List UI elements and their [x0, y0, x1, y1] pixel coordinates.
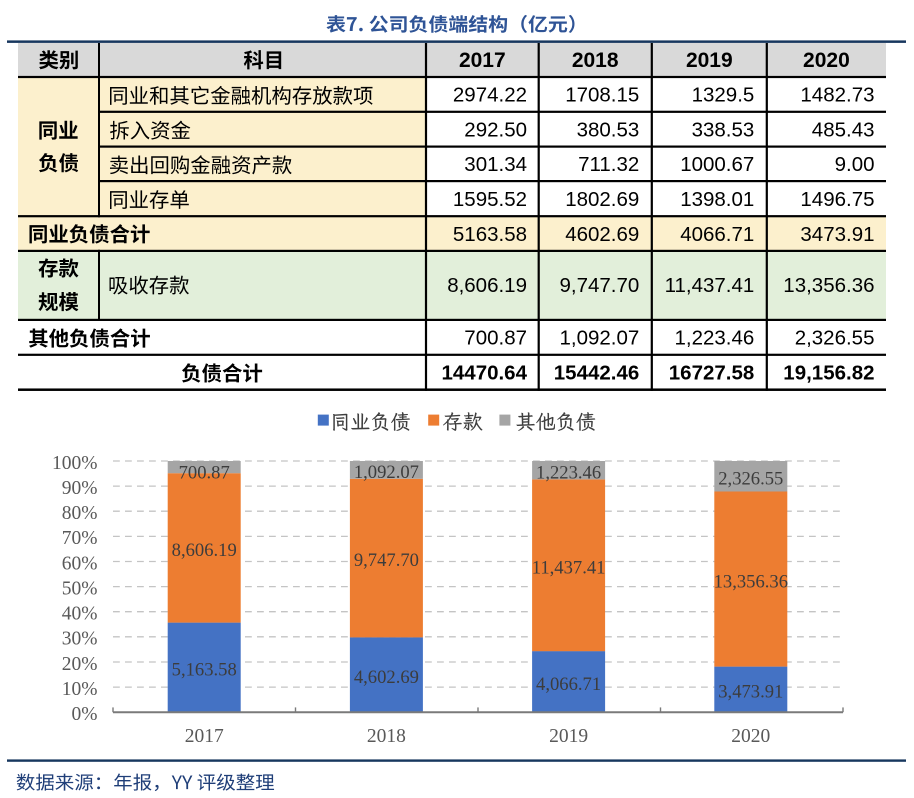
svg-text:2017: 2017	[459, 49, 506, 72]
svg-text:11,437.41: 11,437.41	[665, 274, 755, 297]
svg-text:50%: 50%	[62, 578, 98, 599]
svg-text:70%: 70%	[62, 528, 98, 549]
svg-text:2018: 2018	[367, 726, 406, 747]
svg-text:2020: 2020	[803, 49, 850, 72]
svg-text:4602.69: 4602.69	[565, 223, 639, 246]
svg-text:90%: 90%	[62, 478, 98, 499]
svg-text:16727.58: 16727.58	[669, 362, 755, 385]
svg-text:1802.69: 1802.69	[565, 188, 639, 211]
svg-text:14470.64: 14470.64	[441, 362, 527, 385]
svg-text:2,326.55: 2,326.55	[718, 468, 783, 489]
svg-text:60%: 60%	[62, 553, 98, 574]
svg-text:5163.58: 5163.58	[453, 223, 527, 246]
svg-text:19,156.82: 19,156.82	[783, 362, 874, 385]
svg-text:380.53: 380.53	[577, 119, 640, 142]
svg-text:2020: 2020	[731, 726, 770, 747]
svg-text:338.53: 338.53	[692, 119, 755, 142]
svg-text:485.43: 485.43	[812, 119, 875, 142]
svg-text:15442.46: 15442.46	[554, 362, 640, 385]
svg-text:13,356.36: 13,356.36	[783, 274, 874, 297]
svg-text:4066.71: 4066.71	[680, 223, 754, 246]
svg-text:3473.91: 3473.91	[800, 223, 874, 246]
svg-text:20%: 20%	[62, 654, 98, 675]
svg-text:100%: 100%	[52, 453, 98, 474]
svg-text:9,747.70: 9,747.70	[559, 274, 639, 297]
svg-text:700.87: 700.87	[179, 463, 230, 484]
svg-text:2019: 2019	[549, 726, 588, 747]
svg-text:3,473.91: 3,473.91	[718, 682, 783, 703]
svg-text:700.87: 700.87	[464, 327, 527, 350]
svg-text:2974.22: 2974.22	[453, 84, 527, 107]
svg-text:1,223.46: 1,223.46	[536, 462, 601, 483]
svg-text:2018: 2018	[572, 49, 619, 72]
svg-text:10%: 10%	[62, 679, 98, 700]
svg-text:1708.15: 1708.15	[565, 84, 639, 107]
svg-text:1482.73: 1482.73	[800, 84, 874, 107]
svg-text:5,163.58: 5,163.58	[172, 660, 237, 681]
svg-text:292.50: 292.50	[464, 119, 527, 142]
svg-text:1,223.46: 1,223.46	[674, 327, 754, 350]
svg-text:1398.01: 1398.01	[680, 188, 754, 211]
svg-text:8,606.19: 8,606.19	[447, 274, 527, 297]
svg-text:1496.75: 1496.75	[800, 188, 874, 211]
svg-text:711.32: 711.32	[578, 153, 639, 176]
svg-text:2019: 2019	[686, 49, 733, 72]
svg-text:301.34: 301.34	[464, 153, 527, 176]
svg-text:1595.52: 1595.52	[453, 188, 527, 211]
svg-text:11,437.41: 11,437.41	[532, 557, 606, 578]
svg-text:9,747.70: 9,747.70	[354, 550, 419, 571]
svg-text:30%: 30%	[62, 629, 98, 650]
svg-text:80%: 80%	[62, 503, 98, 524]
svg-text:40%: 40%	[62, 604, 98, 625]
svg-text:9.00: 9.00	[835, 153, 875, 176]
svg-text:4,602.69: 4,602.69	[354, 667, 419, 688]
svg-text:4,066.71: 4,066.71	[536, 674, 601, 695]
svg-text:1,092.07: 1,092.07	[354, 462, 419, 483]
svg-text:0%: 0%	[72, 704, 98, 725]
svg-text:1329.5: 1329.5	[692, 84, 755, 107]
svg-text:2,326.55: 2,326.55	[795, 327, 875, 350]
svg-text:1000.67: 1000.67	[680, 153, 754, 176]
svg-text:8,606.19: 8,606.19	[172, 540, 237, 561]
svg-text:13,356.36: 13,356.36	[714, 571, 788, 592]
svg-text:1,092.07: 1,092.07	[559, 327, 639, 350]
svg-text:2017: 2017	[185, 726, 224, 747]
